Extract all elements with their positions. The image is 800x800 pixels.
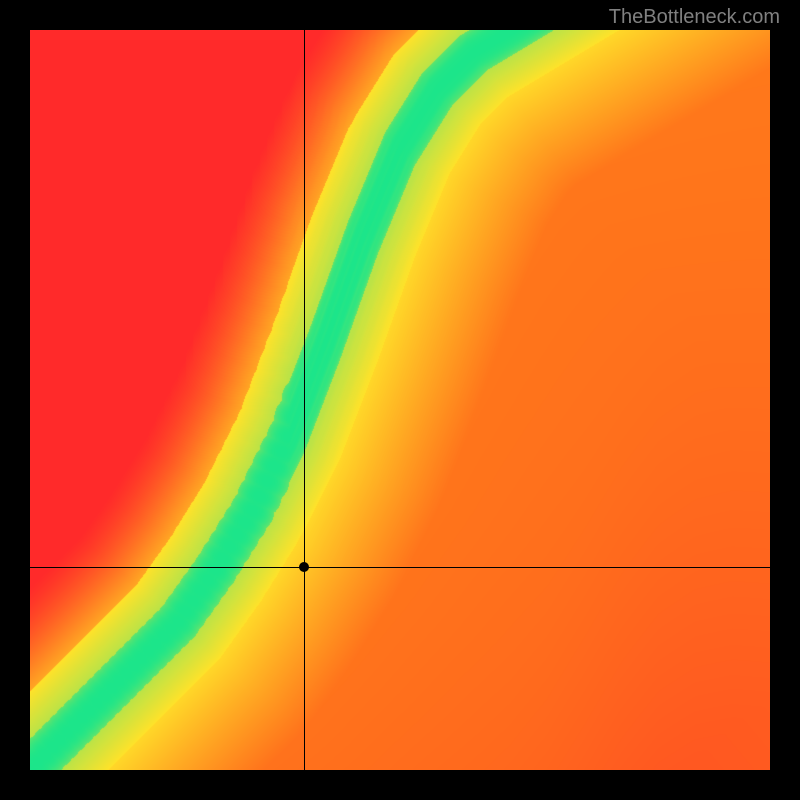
heatmap-plot — [30, 30, 770, 770]
heatmap-canvas — [30, 30, 770, 770]
crosshair-vertical — [304, 30, 305, 770]
marker-dot — [299, 562, 309, 572]
watermark-text: TheBottleneck.com — [609, 6, 780, 29]
crosshair-horizontal — [30, 567, 770, 568]
